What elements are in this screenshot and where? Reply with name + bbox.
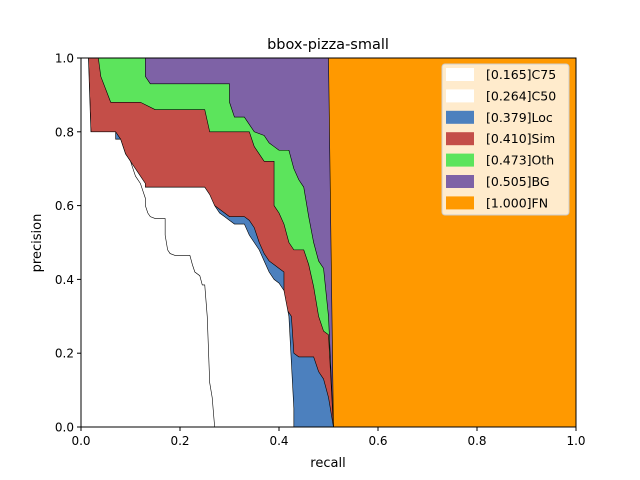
y-axis: 0.0 0.2 0.4 0.6 0.8 1.0 [55,52,81,435]
legend-label-6: [1.000]FN [486,195,548,210]
x-tick-label-1: 0.2 [170,434,189,448]
y-tick-label-1: 0.2 [55,347,74,361]
legend-swatch-0 [446,68,474,81]
y-tick-label-3: 0.6 [55,199,74,213]
legend-swatch-4 [446,153,474,167]
chart-title: bbox-pizza-small [267,37,389,53]
legend-swatch-1 [446,89,474,103]
legend-label-5: [0.505]BG [486,174,550,189]
series-area-0 [81,58,215,427]
series-line-3 [81,57,334,428]
legend-label-3: [0.410]Sim [486,131,555,146]
y-tick-label-0: 0.0 [55,421,74,435]
x-tick-label-4: 0.8 [467,434,486,448]
x-tick-label-2: 0.4 [269,434,288,448]
x-axis: 0.0 0.2 0.4 0.6 0.8 1.0 [71,427,586,448]
x-axis-label: recall [310,456,345,471]
y-tick-label-5: 1.0 [55,52,74,66]
legend-swatch-6 [446,196,474,210]
plot-area [80,57,577,428]
legend-swatch-5 [446,175,474,188]
x-tick-label-0: 0.0 [71,434,90,448]
y-tick-label-4: 0.8 [55,125,74,139]
legend-label-4: [0.473]Oth [486,153,554,168]
y-axis-label: precision [30,214,45,273]
legend-label-2: [0.379]Loc [486,110,553,125]
x-tick-label-3: 0.6 [368,434,387,448]
legend-swatch-3 [446,132,474,146]
series-line-4 [81,57,334,428]
legend: [0.165]C75 [0.264]C50 [0.379]Loc [0.410]Sim… [441,63,570,216]
x-tick-label-5: 1.0 [566,434,585,448]
y-tick-label-2: 0.4 [55,273,74,287]
legend-label-0: [0.165]C75 [486,67,556,82]
plot-frame [80,57,577,428]
legend-swatch-2 [446,110,474,124]
legend-label-1: [0.264]C50 [486,88,556,103]
series-line-0 [81,57,215,428]
